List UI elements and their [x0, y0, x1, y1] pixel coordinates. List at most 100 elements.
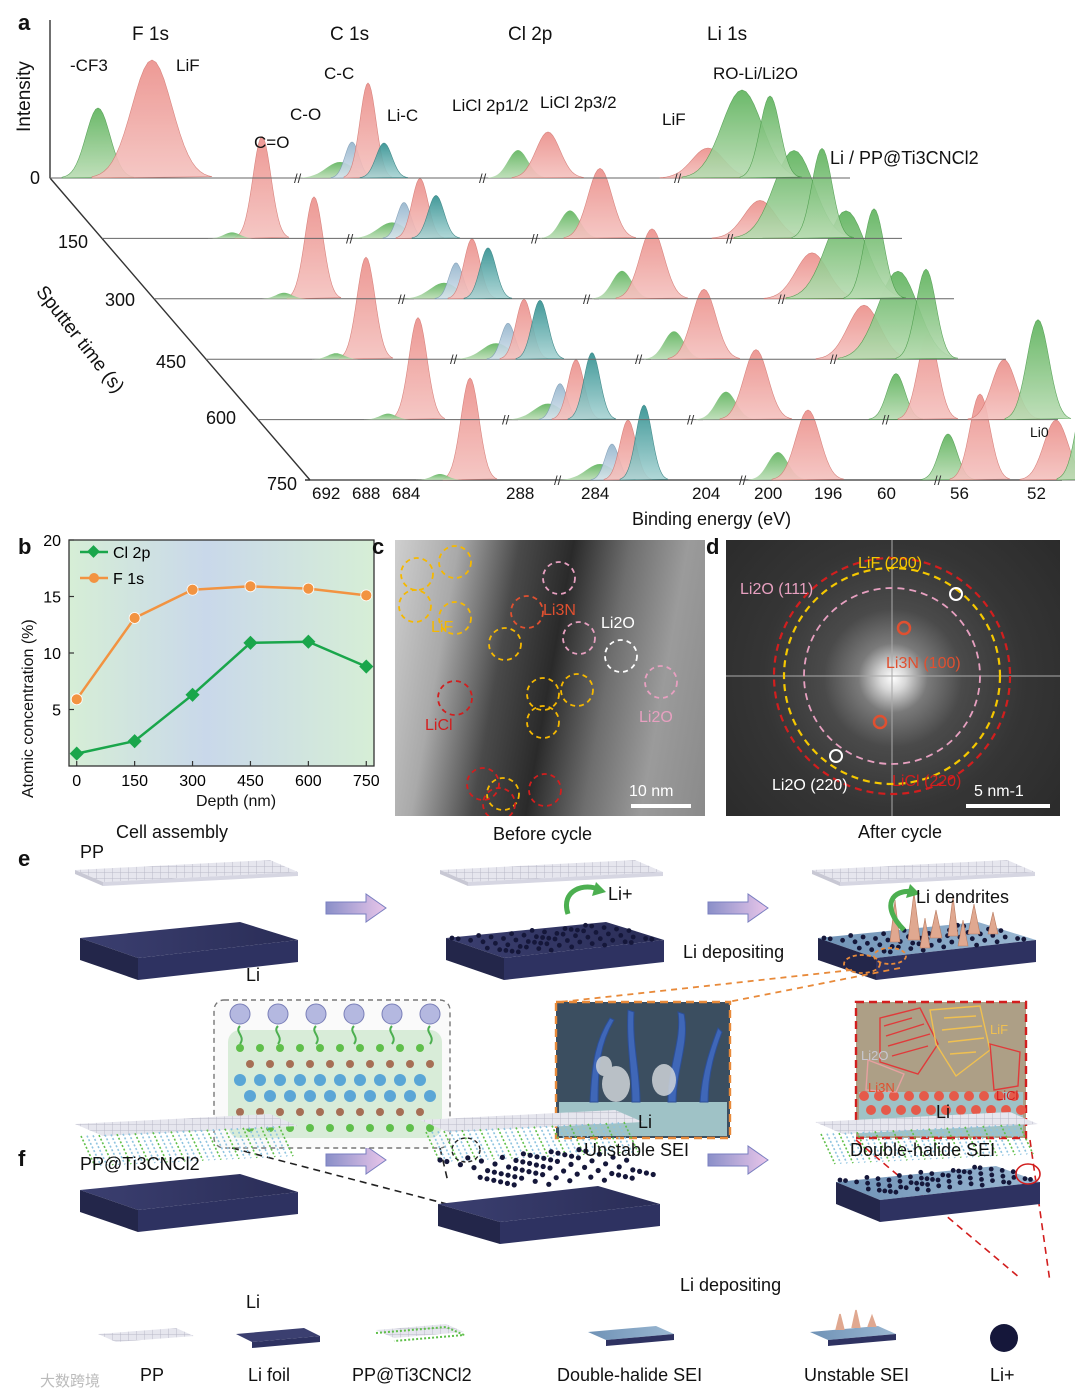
- b-xtick: 150: [121, 773, 148, 790]
- energy-tick-52: 52: [1027, 484, 1046, 503]
- stage-assembly: Cell assembly: [116, 822, 229, 842]
- d-licl220: LiCl (220): [892, 773, 961, 790]
- c-lif: LiF: [431, 619, 453, 636]
- svg-text://: //: [502, 413, 510, 428]
- panel-b-label: b: [18, 534, 32, 559]
- pp-sheet-1: [75, 860, 298, 886]
- hrtem-image: LiF Li3N Li2O LiCl Li2O 10 nm: [395, 540, 705, 816]
- legend-li-ion: Li+: [990, 1365, 1015, 1385]
- point-f1s: [128, 612, 141, 624]
- point-f1s: [360, 589, 373, 602]
- dh-li2o: Li2O: [861, 1048, 889, 1063]
- b-xtick: 0: [72, 773, 81, 790]
- energy-tick-288: 288: [506, 484, 535, 503]
- d-scalebar: [966, 804, 1050, 808]
- pp-sheet-3: [812, 860, 1035, 886]
- d-li2o220: Li2O (220): [772, 777, 848, 794]
- svg-text://: //: [674, 171, 682, 186]
- svg-text://: //: [778, 292, 786, 307]
- e-li-label: Li: [246, 965, 261, 985]
- hrtem-annotations: LiF Li3N Li2O LiCl Li2O 10 nm: [398, 545, 691, 816]
- stage-after: After cycle: [858, 822, 943, 842]
- plot-area: [68, 539, 375, 767]
- d-li2o111: Li2O (111): [740, 581, 813, 598]
- c-li2o-white: Li2O: [601, 615, 635, 632]
- b-ylabel: Atomic concentration (%): [20, 619, 37, 798]
- svg-text://: //: [583, 292, 591, 307]
- unstable-li-label: Li: [638, 1112, 653, 1132]
- point-f1s: [302, 582, 315, 595]
- legend-dh-sei: Double-halide SEI: [557, 1365, 703, 1385]
- legend-dh-icon: [588, 1326, 674, 1346]
- point-f1s: [186, 583, 199, 596]
- intensity-label: Intensity: [14, 61, 35, 132]
- panel-d-label: d: [706, 534, 720, 559]
- energy-tick-692: 692: [312, 484, 341, 503]
- peak-lif-cl: LiF: [662, 110, 686, 129]
- watermark: 大数跨境: [40, 1373, 101, 1390]
- point-cl2p: [301, 634, 316, 649]
- sputter-300: 300: [105, 290, 136, 310]
- peak-li0: Li0: [1030, 424, 1049, 440]
- svg-text://: //: [479, 171, 487, 186]
- peak-c-o: C=O: [254, 133, 290, 152]
- svg-text://: //: [294, 171, 302, 186]
- energy-tick-284: 284: [581, 484, 610, 503]
- header-li1s: Li 1s: [707, 24, 748, 45]
- svg-text://: //: [739, 473, 747, 488]
- e-pp-label: PP: [80, 842, 105, 862]
- arrow-f1: [325, 1145, 387, 1175]
- arrow-f2: [707, 1145, 769, 1175]
- energy-tick-204: 204: [692, 484, 721, 503]
- legend-pp-icon: [98, 1328, 194, 1342]
- peak-lic: Li-C: [387, 106, 419, 125]
- b-xtick: 300: [179, 773, 206, 790]
- header-cl2p: Cl 2p: [508, 24, 553, 45]
- peak-cf3: -CF3: [70, 56, 108, 75]
- sputter-150: 150: [58, 232, 89, 252]
- svg-text://: //: [398, 292, 406, 307]
- depth-axis: [49, 177, 311, 481]
- c-licl: LiCl: [425, 717, 453, 734]
- svg-text://: //: [726, 231, 734, 246]
- peak-licl32: LiCl 2p3/2: [540, 93, 617, 112]
- b-ytick: 20: [43, 533, 61, 550]
- c-scalebar: [631, 804, 691, 808]
- panel-f-label: f: [18, 1146, 26, 1171]
- svg-text://: //: [635, 352, 643, 367]
- stage-before: Before cycle: [493, 824, 593, 844]
- legend-cl2p: Cl 2p: [113, 545, 150, 562]
- dh-licl: LiCl: [996, 1088, 1019, 1103]
- b-ytick: 15: [43, 590, 61, 607]
- energy-tick-56: 56: [950, 484, 969, 503]
- peak-roli: RO-Li/Li2O: [713, 64, 799, 83]
- f-depositing-label: Li depositing: [680, 1275, 782, 1295]
- d-li3n100: Li3N (100): [886, 655, 961, 672]
- c-scalebar-label: 10 nm: [629, 783, 673, 800]
- li-block-e2: [446, 922, 664, 980]
- energy-tick-684: 684: [392, 484, 421, 503]
- panel-a-label: a: [18, 10, 31, 35]
- legend-li-foil-icon: [236, 1328, 320, 1348]
- sputter-750: 750: [267, 474, 298, 494]
- peak-co: C-O: [290, 105, 322, 124]
- sputter-600: 600: [206, 408, 237, 428]
- f-sample-label: PP@Ti3CNCl2: [80, 1154, 200, 1174]
- b-xtick: 750: [353, 773, 380, 790]
- svg-text://: //: [882, 413, 890, 428]
- c-li3n: Li3N: [543, 602, 576, 619]
- panel-c-label: c: [372, 534, 385, 559]
- schematic-illustration: [75, 860, 1051, 1352]
- e-li-ion-label: Li+: [608, 884, 633, 904]
- peak-cc: C-C: [324, 64, 355, 83]
- panel-e-label: e: [18, 846, 31, 871]
- dendrites: [889, 891, 999, 949]
- energy-axis-label: Binding energy (eV): [632, 509, 792, 529]
- point-cl2p: [127, 734, 142, 749]
- b-ytick: 5: [52, 703, 61, 720]
- point-cl2p: [359, 659, 374, 674]
- point-cl2p: [69, 746, 84, 761]
- svg-text://: //: [554, 473, 562, 488]
- li-block-f1: [80, 1174, 298, 1232]
- atomic-concentration-chart: 0 150 300 450 600 750 5 10 15 20 Cl 2p F 1s: [43, 533, 380, 790]
